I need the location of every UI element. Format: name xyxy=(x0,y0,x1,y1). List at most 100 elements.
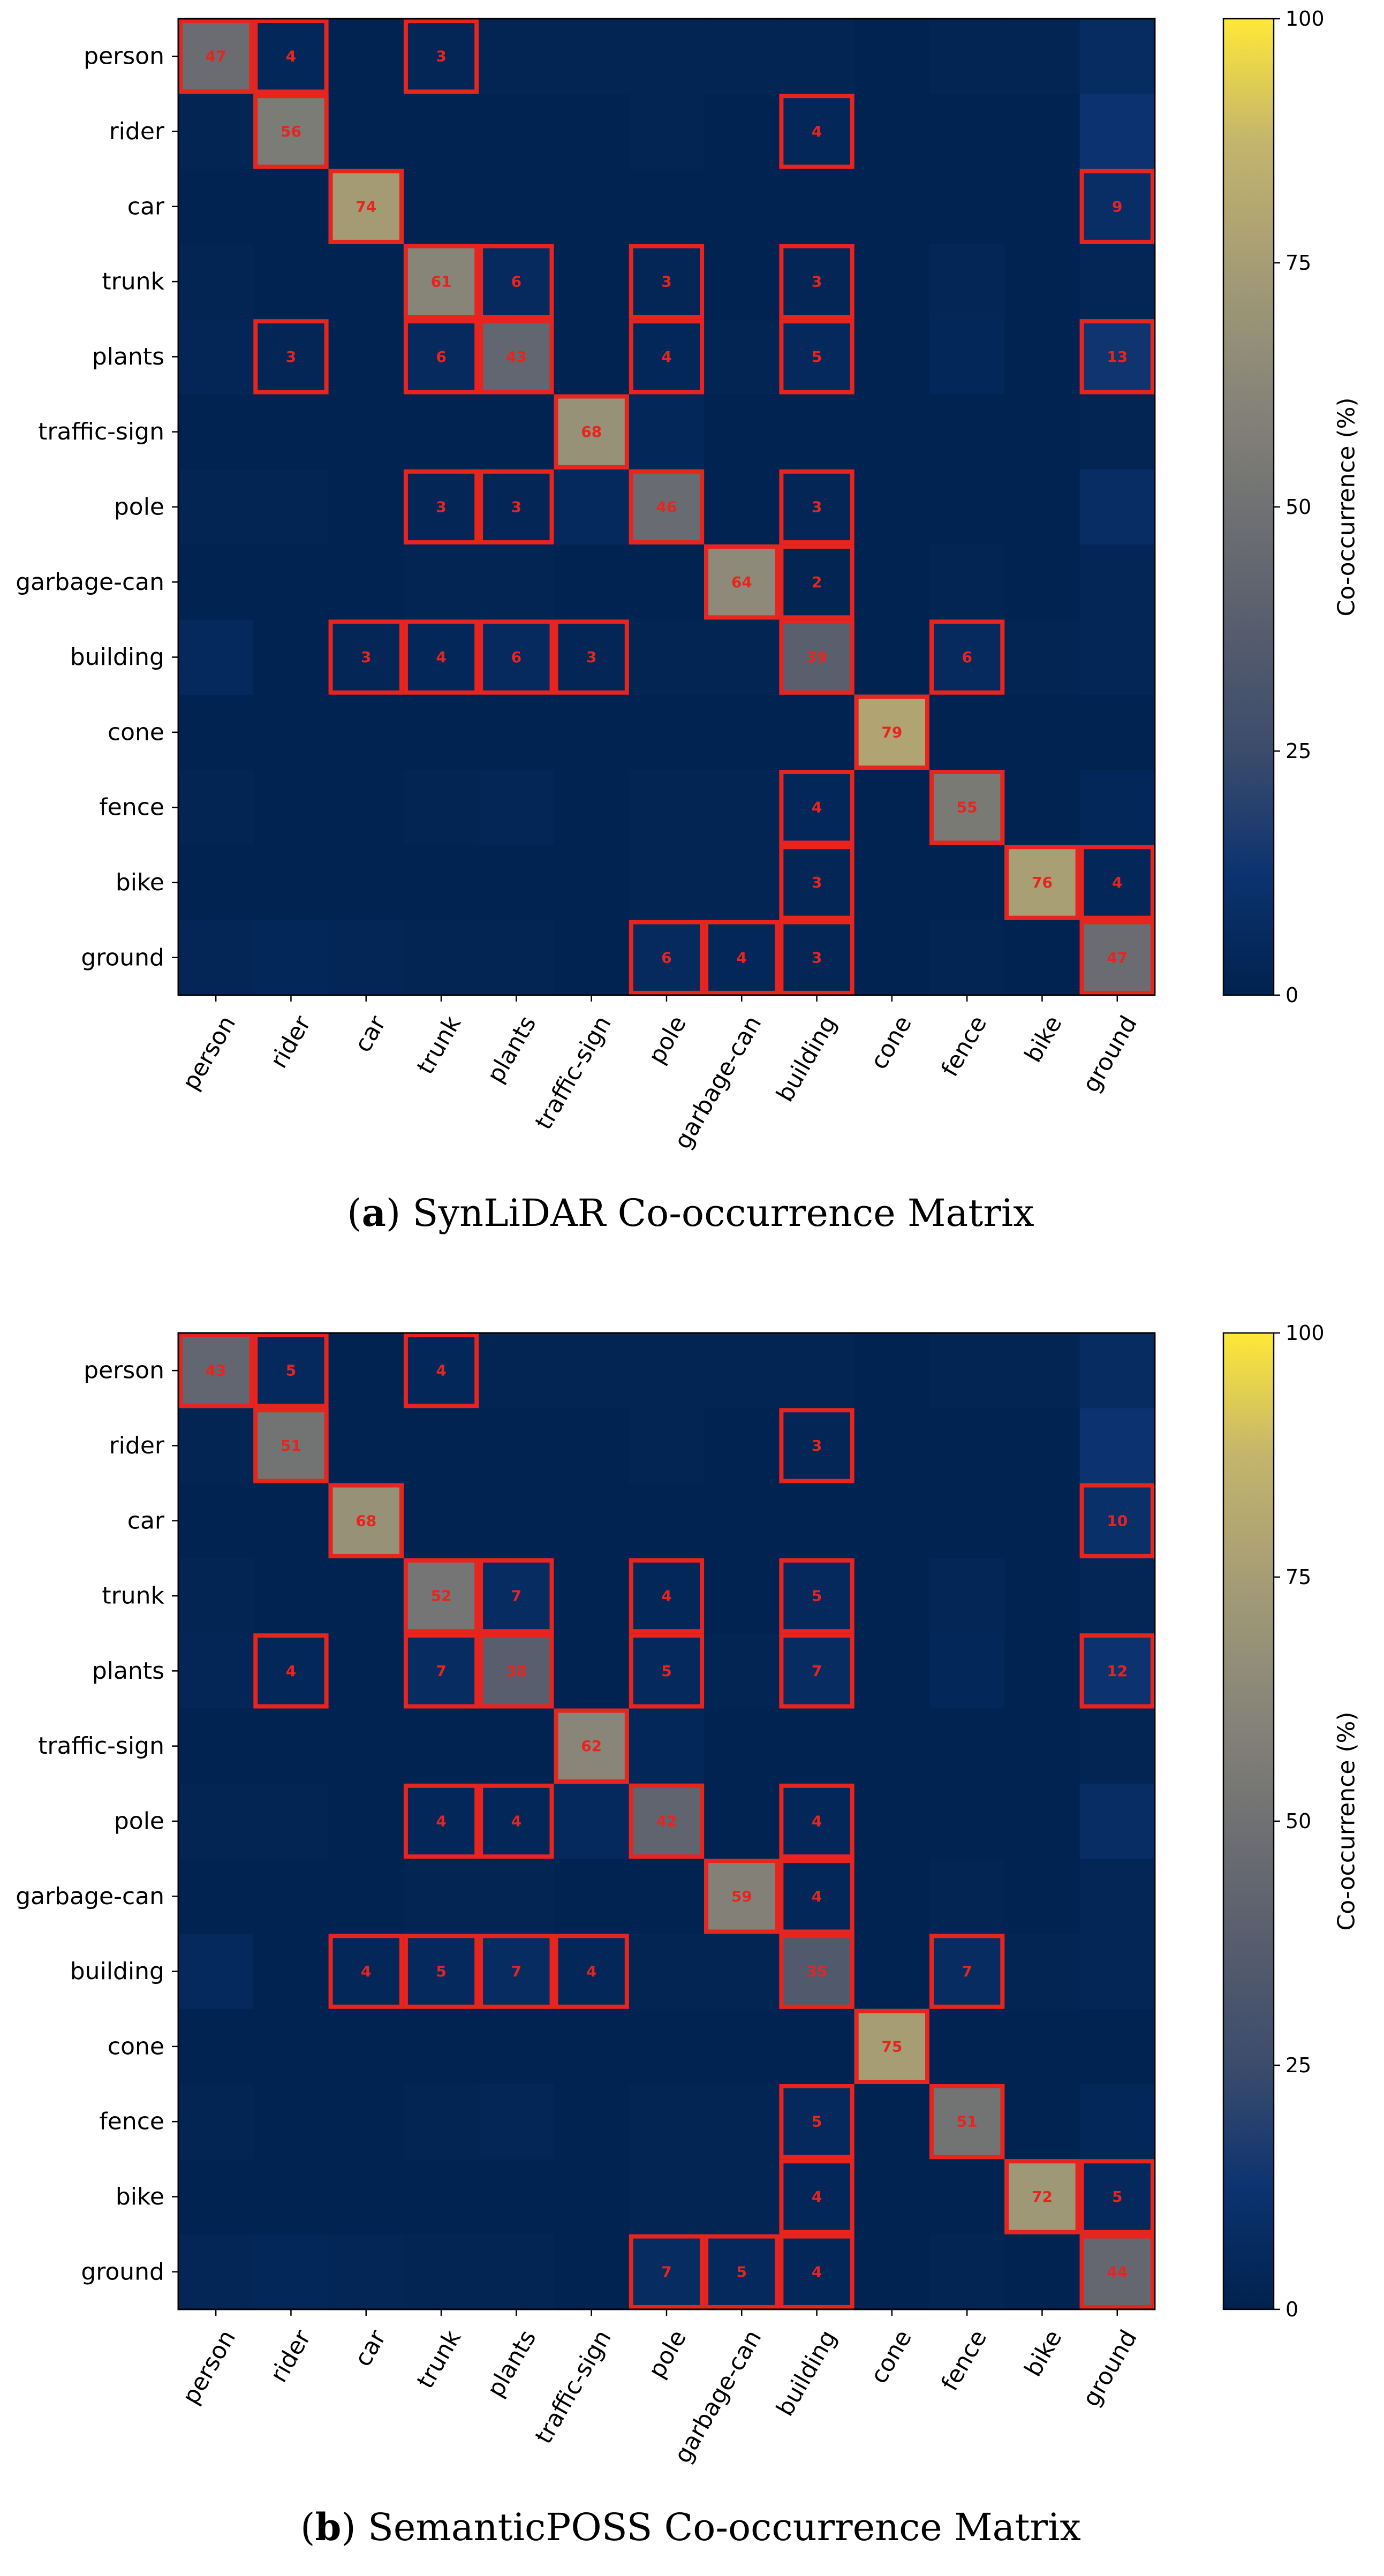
x-tick-label: plants xyxy=(482,1011,542,1088)
x-tick-label: bike xyxy=(1019,1011,1068,1067)
heatmap-cell-bike-ground xyxy=(1079,845,1155,921)
heatmap-cell-fence-cone xyxy=(854,770,930,845)
highlight-box xyxy=(1079,2159,1155,2234)
heatmap-cell-garbage-can-plants xyxy=(479,544,555,620)
cell-value-label: 7 xyxy=(661,2263,671,2280)
heatmap-cell-plants-person xyxy=(178,319,254,395)
highlight-box xyxy=(253,94,329,169)
cell-value-label: 38 xyxy=(506,1662,527,1680)
colorbar-tick-label: 75 xyxy=(1285,1565,1311,1589)
highlight-box xyxy=(403,1558,479,1634)
heatmap-cell-plants-plants xyxy=(479,319,555,395)
highlight-box xyxy=(854,694,929,770)
heatmap-cell-fence-ground xyxy=(1079,2084,1155,2160)
heatmap-cell-rider-person xyxy=(178,1408,254,1484)
highlight-box xyxy=(1079,319,1155,395)
cell-value-label: 42 xyxy=(656,1813,677,1830)
highlight-box xyxy=(403,619,479,695)
heatmap-cell-bike-bike xyxy=(1004,2159,1080,2235)
cell-value-label: 44 xyxy=(1107,2263,1128,2280)
heatmap-cell-fence-garbage-can xyxy=(704,770,780,845)
x-tick-label: person xyxy=(177,1011,241,1095)
heatmap-cell-pole-ground xyxy=(1079,469,1155,545)
y-tick-label: garbage-can xyxy=(16,569,164,596)
heatmap-cell-trunk-car xyxy=(328,244,404,320)
heatmap-cell-ground-person xyxy=(178,920,254,996)
highlight-box xyxy=(253,1408,329,1483)
highlight-box xyxy=(403,319,479,395)
highlight-box xyxy=(929,1934,1005,2009)
heatmap-cell-bike-cone xyxy=(854,2159,930,2235)
heatmap-cell-pole-building xyxy=(779,1783,855,1859)
heatmap-cell-car-bike xyxy=(1004,1483,1080,1559)
heatmap-cell-traffic-sign-ground xyxy=(1079,1708,1155,1784)
heatmap-cell-cone-fence xyxy=(929,2009,1005,2085)
highlight-box xyxy=(779,619,854,695)
x-tick-label: plants xyxy=(482,2325,542,2402)
highlight-box xyxy=(253,1333,329,1408)
heatmap-cell-trunk-person xyxy=(178,1558,254,1634)
cell-value-label: 56 xyxy=(281,123,301,140)
highlight-box xyxy=(479,469,554,545)
heatmap-cell-rider-bike xyxy=(1004,94,1080,170)
cell-value-label: 74 xyxy=(356,198,376,215)
heatmap-cell-garbage-can-fence xyxy=(929,544,1005,620)
heatmap-cell-rider-bike xyxy=(1004,1408,1080,1484)
heatmap-cell-plants-building xyxy=(779,319,855,395)
heatmap-cell-bike-traffic-sign xyxy=(554,845,630,921)
heatmap-cell-person-fence xyxy=(929,19,1005,94)
heatmap-cell-car-pole xyxy=(629,169,705,245)
cell-value-label: 13 xyxy=(1107,348,1128,366)
heatmap-cell-pole-ground xyxy=(1079,1783,1155,1859)
highlight-box xyxy=(403,1333,479,1408)
highlight-box xyxy=(779,2234,854,2309)
heatmap-cell-cone-bike xyxy=(1004,2009,1080,2085)
heatmap-cell-fence-pole xyxy=(629,770,705,845)
heatmap-cell-ground-garbage-can xyxy=(704,920,780,996)
heatmap-cell-building-bike xyxy=(1004,619,1080,695)
heatmap-cell-ground-car xyxy=(328,2234,404,2310)
heatmap-cell-ground-building xyxy=(779,920,855,996)
cell-value-label: 3 xyxy=(812,498,822,516)
heatmap-cell-cone-rider xyxy=(253,2009,329,2085)
heatmap-cell-pole-garbage-can xyxy=(704,1783,780,1859)
cell-value-label: 3 xyxy=(286,348,296,366)
heatmap-cell-plants-rider xyxy=(253,319,329,395)
heatmap-cell-rider-cone xyxy=(854,1408,930,1484)
heatmap-cell-ground-cone xyxy=(854,920,930,996)
highlight-box xyxy=(253,1633,329,1709)
highlight-box xyxy=(479,1633,554,1709)
heatmap-cell-plants-garbage-can xyxy=(704,1633,780,1709)
heatmap-cell-car-cone xyxy=(854,169,930,245)
heatmap-cell-pole-bike xyxy=(1004,469,1080,545)
cell-value-label: 51 xyxy=(957,2113,978,2131)
heatmap-cell-cone-plants xyxy=(479,694,555,770)
highlight-box xyxy=(629,1783,705,1859)
colorbar-tick-label: 100 xyxy=(1285,1321,1325,1345)
cell-value-label: 6 xyxy=(511,648,521,666)
highlight-box xyxy=(629,244,705,320)
heatmap-cell-car-plants xyxy=(479,1483,555,1559)
heatmap-cell-fence-plants xyxy=(479,2084,555,2160)
heatmap-cell-pole-plants xyxy=(479,469,555,545)
highlight-box xyxy=(629,920,705,995)
heatmap-cell-cone-bike xyxy=(1004,694,1080,770)
heatmap-cell-rider-building xyxy=(779,94,855,170)
heatmap-cell-cone-garbage-can xyxy=(704,694,780,770)
caption-text: SemanticPOSS Co-occurrence Matrix xyxy=(356,2505,1081,2549)
cell-value-label: 5 xyxy=(812,348,822,366)
heatmap-cell-fence-person xyxy=(178,2084,254,2160)
heatmap-cell-fence-bike xyxy=(1004,2084,1080,2160)
highlight-box xyxy=(704,920,780,995)
heatmap-cell-traffic-sign-cone xyxy=(854,394,930,470)
x-tick-label: building xyxy=(771,2325,842,2421)
x-tick-label: ground xyxy=(1077,1011,1143,1097)
heatmap-cell-car-pole xyxy=(629,1483,705,1559)
heatmap-cell-person-rider xyxy=(253,1333,329,1408)
heatmap-cell-car-trunk xyxy=(403,169,479,245)
cell-value-label: 4 xyxy=(436,1813,446,1830)
highlight-box xyxy=(854,2009,929,2084)
heatmap-cell-trunk-cone xyxy=(854,244,930,320)
highlight-box xyxy=(779,244,854,320)
